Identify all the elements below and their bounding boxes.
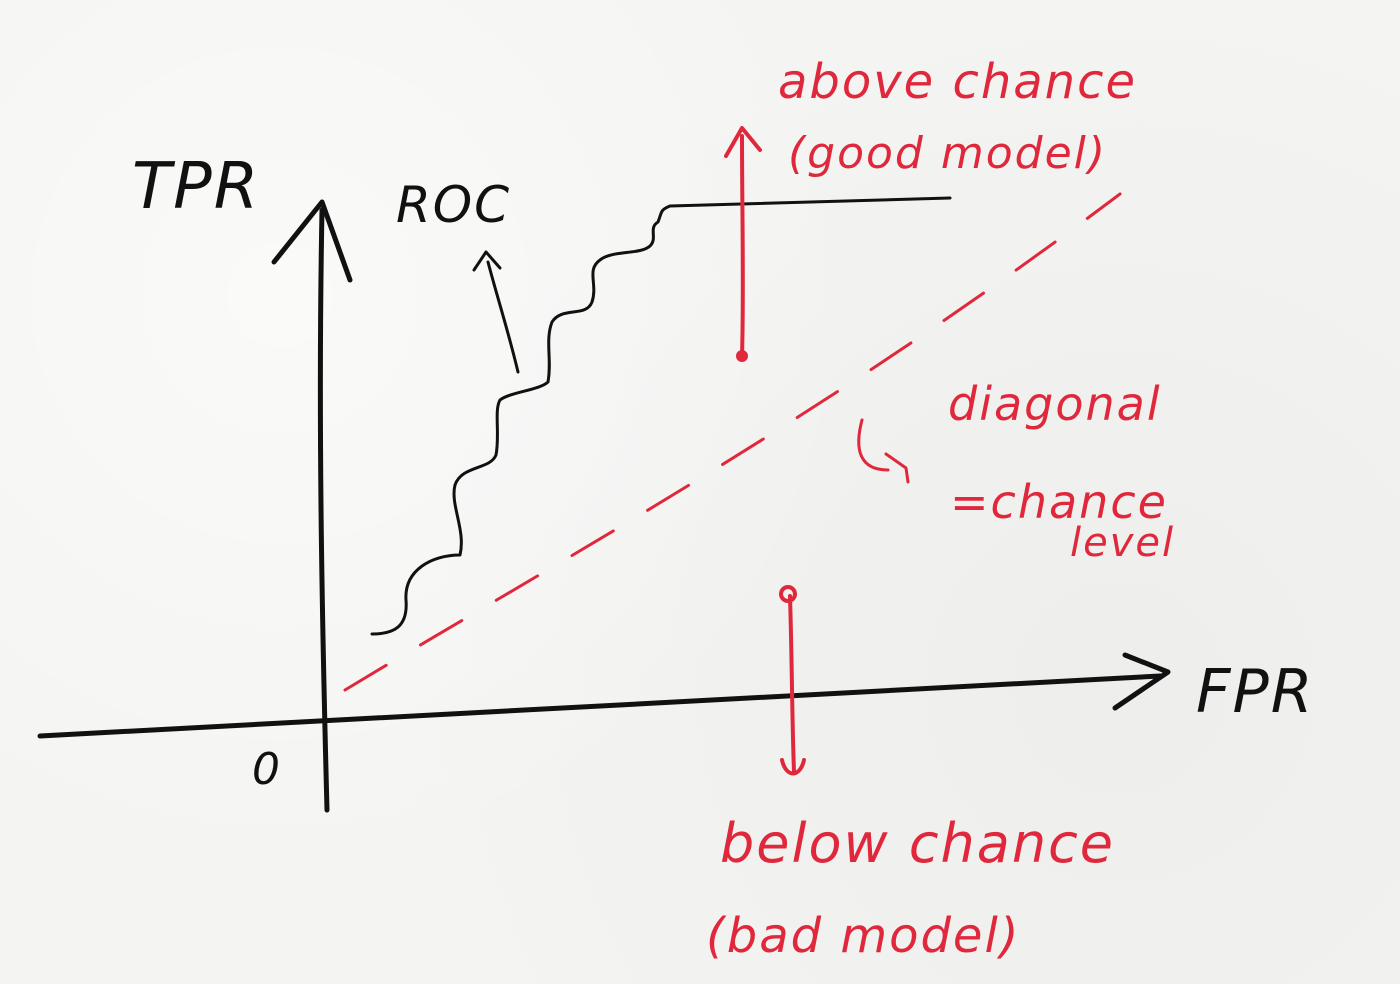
- level-label: level: [1070, 520, 1175, 566]
- bad-model-label: (bad model): [706, 908, 1021, 964]
- chance-label: =chance: [950, 475, 1168, 529]
- origin-label: 0: [252, 744, 282, 795]
- roc-pointer-arrowhead: [472, 250, 502, 272]
- below-chance-point: [779, 585, 797, 603]
- diagonal-hook-arrow: [857, 418, 890, 472]
- good-model-label: (good model): [788, 128, 1107, 179]
- above-chance-arrowhead: [724, 126, 762, 158]
- diagonal-label: diagonal: [948, 377, 1162, 431]
- x-axis-label: FPR: [1196, 657, 1314, 727]
- below-chance-arrowhead: [780, 758, 806, 776]
- roc-pointer-arrow: [486, 260, 520, 374]
- y-axis-label: TPR: [132, 150, 260, 224]
- above-chance-label: above chance: [778, 54, 1137, 110]
- y-axis-arrowhead: [271, 199, 353, 283]
- above-chance-point: [736, 350, 748, 362]
- roc-label: ROC: [396, 176, 511, 234]
- y-axis-line: [317, 207, 330, 813]
- diagonal-hook-arrowhead: [884, 452, 910, 484]
- x-axis-line: [37, 673, 1163, 739]
- above-chance-arrow: [740, 134, 745, 358]
- chance-diagonal: [343, 192, 1122, 692]
- below-chance-label: below chance: [720, 812, 1115, 875]
- below-chance-arrow: [788, 594, 796, 774]
- roc-curve: [370, 196, 952, 636]
- x-axis-arrowhead: [1112, 652, 1171, 711]
